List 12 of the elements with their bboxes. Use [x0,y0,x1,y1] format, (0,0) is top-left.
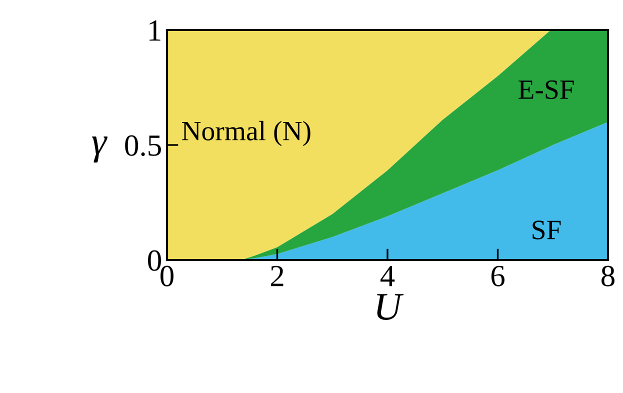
y-tick-label: 1 [150,20,160,41]
x-tick-label: 4 [380,266,395,286]
x-tick-label: 2 [270,266,284,286]
y-tick-label: 0 [148,250,161,271]
x-tick-label: 6 [491,266,504,286]
y-axis-title: γ [92,136,108,163]
series-label: E-SF [518,80,574,100]
x-axis-title: U [377,294,404,320]
x-tick-label: 8 [602,266,614,286]
series-label: Normal (N) [182,120,310,146]
series-label: SF [532,220,561,240]
y-tick-label: 0.5 [125,135,161,156]
